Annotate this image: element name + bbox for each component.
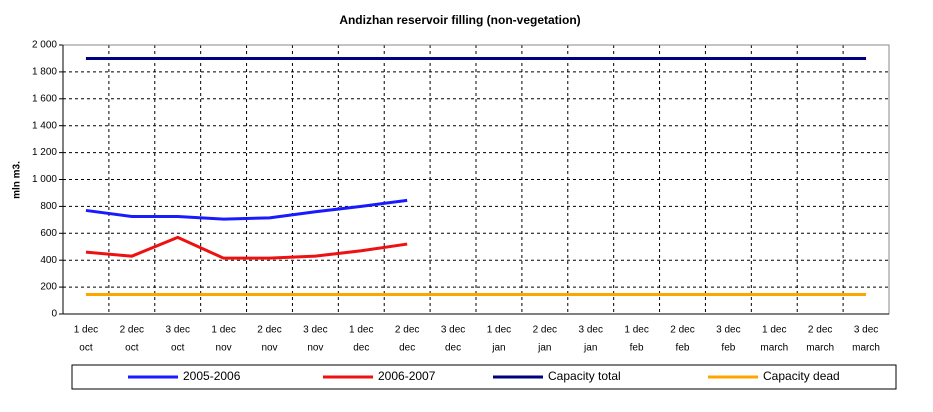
x-tick-label: march [852,343,880,354]
y-tick-label: 1 800 [32,67,57,78]
series-line [85,235,408,260]
series-line [85,198,408,221]
y-tick-label: 800 [40,201,57,212]
x-tick-label: 2 dec [120,325,144,336]
x-tick-label: 1 dec [624,325,648,336]
x-tick-label: dec [445,343,461,354]
chart-title: Andizhan reservoir filling (non-vegetati… [339,13,580,27]
x-tick-label: nov [307,343,323,354]
y-tick-label: 1 400 [32,120,57,131]
x-tick-label: 3 dec [303,325,327,336]
x-tick-label: 2 dec [808,325,832,336]
x-tick-label: nov [216,343,232,354]
x-tick-label: march [760,343,788,354]
y-tick-label: 1 600 [32,93,57,104]
x-tick-label: 1 dec [211,325,235,336]
x-tick-label: oct [171,343,185,354]
x-tick-label: jan [537,343,551,354]
x-tick-label: jan [583,343,597,354]
x-tick-label: feb [630,343,644,354]
x-tick-label: march [806,343,834,354]
y-tick-label: 400 [40,255,57,266]
x-tick-label: dec [353,343,369,354]
y-tick-label: 1 000 [32,174,57,185]
y-tick-label: 200 [40,282,57,293]
y-axis-label: mln m3. [12,161,23,199]
legend-label: Capacity total [548,369,621,383]
x-tick-label: feb [676,343,690,354]
x-tick-label: oct [79,343,93,354]
y-tick-label: 2 000 [32,40,57,51]
x-tick-label: 2 dec [670,325,694,336]
x-tick-label: 1 dec [762,325,786,336]
x-tick-label: 3 dec [854,325,878,336]
x-tick-label: 3 dec [165,325,189,336]
x-tick-label: 1 dec [487,325,511,336]
y-tick-label: 600 [40,228,57,239]
legend-label: Capacity dead [763,369,840,383]
x-tick-label: feb [721,343,735,354]
x-tick-label: 1 dec [349,325,373,336]
x-tick-label: 2 dec [257,325,281,336]
x-tick-label: 3 dec [716,325,740,336]
x-tick-label: 3 dec [441,325,465,336]
x-tick-label: 2 dec [395,325,419,336]
x-tick-label: oct [125,343,139,354]
x-tick-label: jan [491,343,505,354]
legend [71,364,897,390]
x-tick-label: dec [399,343,415,354]
legend-label: 2005-2006 [183,369,241,383]
x-tick-label: nov [261,343,277,354]
x-tick-label: 2 dec [533,325,557,336]
legend-label: 2006-2007 [378,369,436,383]
x-tick-label: 3 dec [578,325,602,336]
y-tick-label: 1 200 [32,147,57,158]
x-tick-label: 1 dec [74,325,98,336]
y-tick-label: 0 [51,309,57,320]
